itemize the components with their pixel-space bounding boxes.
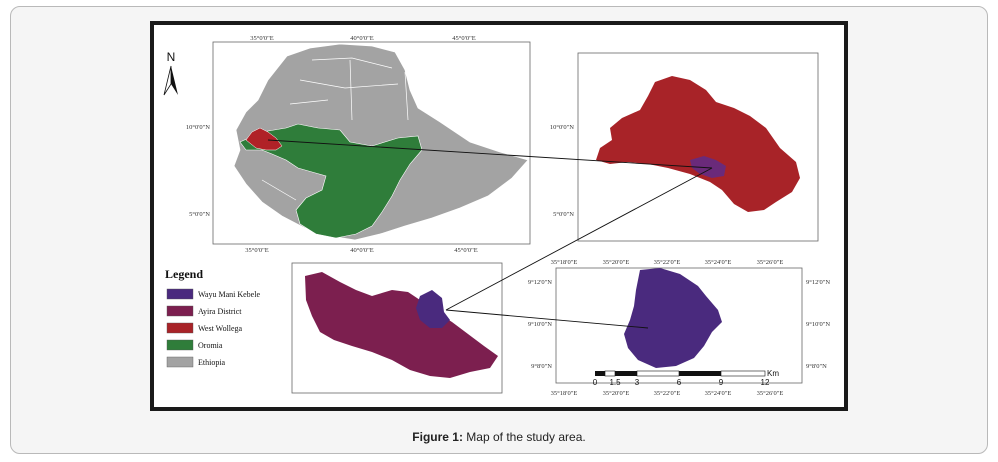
ethiopia-top-tick: 40°0'0"E <box>350 35 373 42</box>
wayu-left-tick: 9°10'0"N <box>528 321 552 328</box>
wayu-bottom-tick: 35°20'0"E <box>603 390 630 397</box>
wayu-bottom-tick: 35°26'0"E <box>757 390 784 397</box>
wayu-left-tick: 9°8'0"N <box>531 363 552 370</box>
west-wollega-large-polygon <box>596 76 800 212</box>
legend-label: Ayira District <box>198 307 242 316</box>
scale-label: 0 <box>593 378 598 387</box>
wayu-bottom-tick: 35°24'0"E <box>705 390 732 397</box>
wayu-bottom-tick: 35°18'0"E <box>551 390 578 397</box>
legend-swatch-oromia <box>166 339 194 351</box>
scale-label: 1.5 <box>609 378 621 387</box>
ethiopia-left-tick: 5°0'0"N <box>189 211 210 218</box>
legend: Legend Wayu Mani Kebele Ayira District W… <box>165 267 260 368</box>
scale-label: 9 <box>719 378 724 387</box>
north-arrow-icon: N <box>163 50 178 96</box>
legend-label: Ethiopia <box>198 358 226 367</box>
wayu-right-tick: 9°8'0"N <box>806 363 827 370</box>
scale-label: 6 <box>677 378 682 387</box>
west-wollega-polygon <box>245 127 283 151</box>
ethiopia-region-borders <box>261 57 409 201</box>
ethiopia-top-tick: 45°0'0"E <box>452 35 475 42</box>
ayira-district-polygon <box>305 272 498 378</box>
oromia-polygon <box>239 123 423 239</box>
legend-label: Wayu Mani Kebele <box>198 290 260 299</box>
legend-swatch-ayira <box>166 305 194 317</box>
wayu-right-tick: 9°12'0"N <box>806 279 830 286</box>
wayu-top-tick: 35°18'0"E <box>551 259 578 266</box>
ethiopia-bottom-tick: 45°0'0"E <box>454 247 477 254</box>
ethiopia-left-tick: 10°0'0"N <box>186 124 210 131</box>
wayu-mani-small-polygon <box>416 290 450 328</box>
ethiopia-bottom-tick: 35°0'0"E <box>245 247 268 254</box>
wayu-top-tick: 35°24'0"E <box>705 259 732 266</box>
wayu-top-tick: 35°26'0"E <box>757 259 784 266</box>
legend-swatch-west-wollega <box>166 322 194 334</box>
ethiopia-polygon <box>233 43 529 241</box>
wayu-mani-kebele-polygon <box>624 268 722 368</box>
scale-label: 3 <box>635 378 640 387</box>
caption-label: Figure 1: <box>412 430 463 444</box>
west-wollega-left-tick: 5°0'0"N <box>553 211 574 218</box>
wayu-right-tick: 9°10'0"N <box>806 321 830 328</box>
scale-bar: Km 0 1.5 3 6 9 12 <box>593 369 780 387</box>
ayira-district-small-polygon <box>690 156 726 178</box>
legend-swatch-wayu-mani <box>166 288 194 300</box>
figure-caption: Figure 1: Map of the study area. <box>0 430 998 444</box>
scale-label: 12 <box>761 378 770 387</box>
wayu-top-tick: 35°20'0"E <box>603 259 630 266</box>
legend-label: West Wollega <box>198 324 243 333</box>
connector-lines <box>267 139 713 329</box>
svg-text:N: N <box>167 50 176 64</box>
caption-text: Map of the study area. <box>466 430 586 444</box>
legend-swatch-ethiopia <box>166 356 194 368</box>
svg-text:Legend: Legend <box>165 267 203 281</box>
scale-unit: Km <box>767 369 779 378</box>
ethiopia-bottom-tick: 40°0'0"E <box>350 247 373 254</box>
wayu-top-tick: 35°22'0"E <box>654 259 681 266</box>
west-wollega-left-tick: 10°0'0"N <box>550 124 574 131</box>
ethiopia-top-tick: 35°0'0"E <box>250 35 273 42</box>
wayu-left-tick: 9°12'0"N <box>528 279 552 286</box>
legend-label: Oromia <box>198 341 223 350</box>
wayu-bottom-tick: 35°22'0"E <box>654 390 681 397</box>
